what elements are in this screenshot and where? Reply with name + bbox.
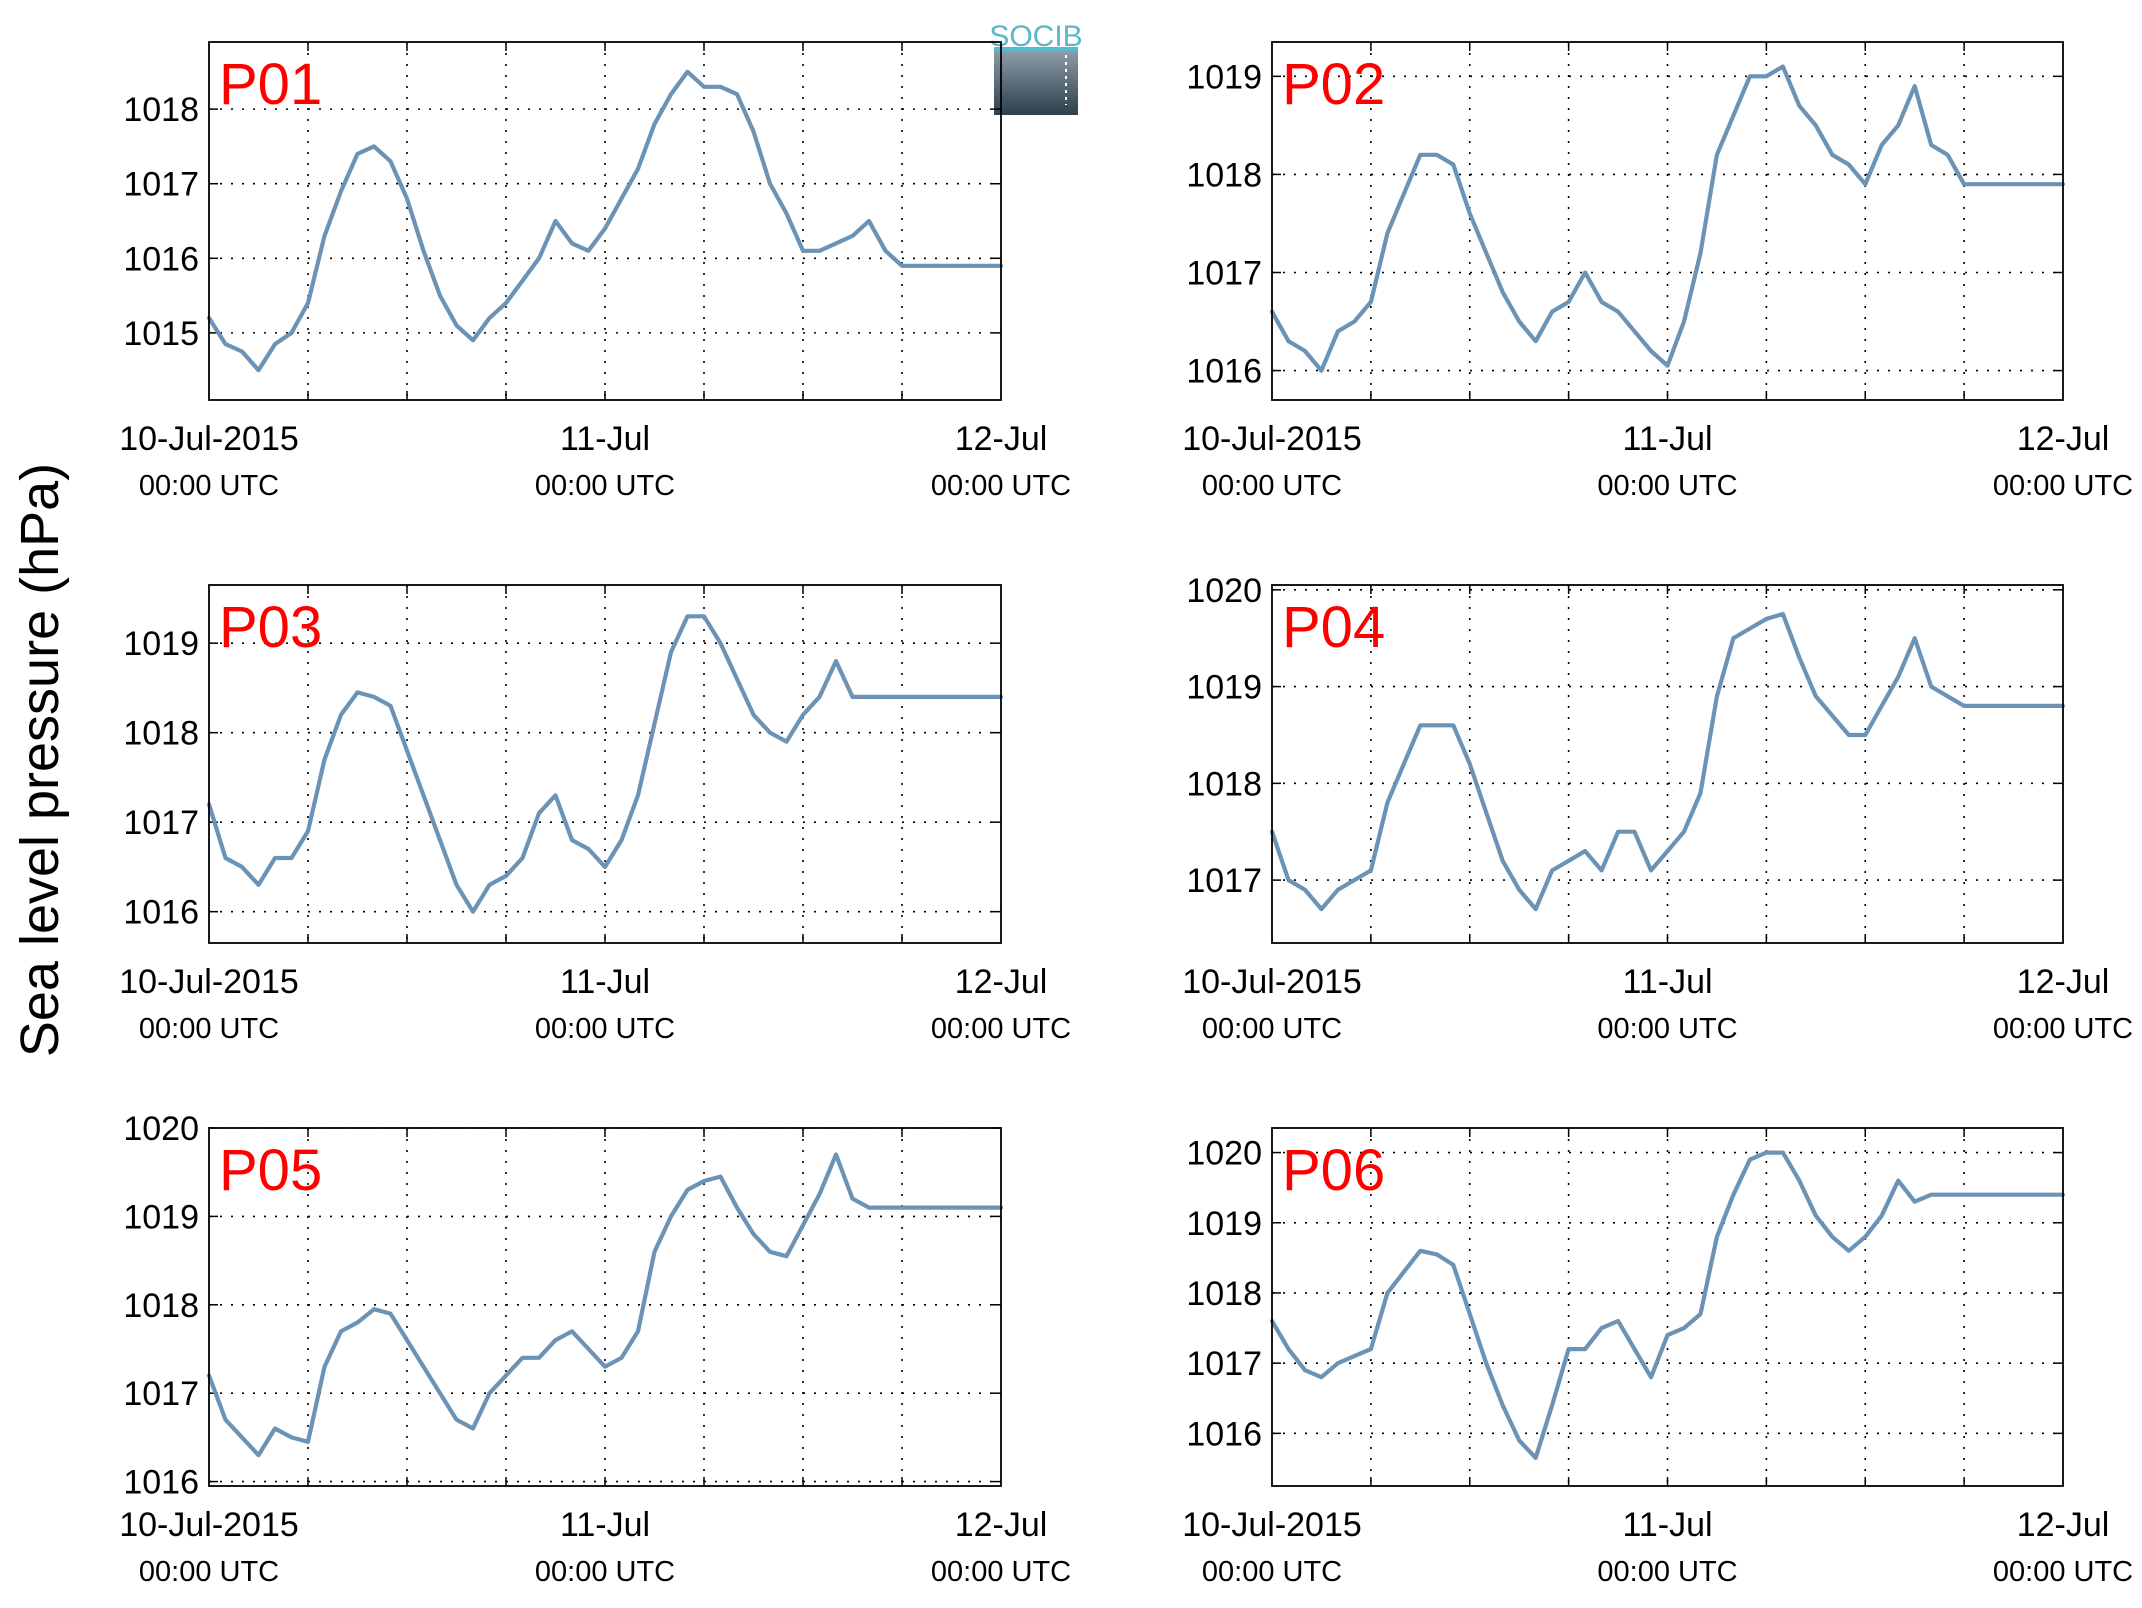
panel-label: P02 [1282,52,1385,117]
panel-label: P03 [219,595,322,660]
x-tick-label: 12-Jul [955,420,1048,458]
series-line [1269,611,2066,912]
y-tick-label: 1016 [1186,353,1262,391]
x-tick-sublabel: 00:00 UTC [931,470,1071,502]
x-tick-label: 10-Jul-2015 [119,1506,299,1544]
x-tick-label: 12-Jul [955,1506,1048,1544]
y-tick-label: 1020 [1186,572,1262,610]
panel-label: P05 [219,1138,322,1203]
y-tick-label: 1018 [123,91,199,129]
panel-label: P04 [1282,595,1385,660]
series-line [1269,64,2066,373]
y-tick-label: 1016 [123,1464,199,1502]
y-tick-label: 1015 [123,315,199,353]
y-tick-label: 1019 [123,1198,199,1236]
socib-logo: SOCIB [989,20,1083,115]
y-tick-label: 1016 [123,894,199,932]
x-tick-sublabel: 00:00 UTC [535,1556,675,1588]
plot-frame [1271,584,2064,944]
x-tick-sublabel: 00:00 UTC [1202,1556,1342,1588]
y-tick-label: 1018 [123,715,199,753]
y-tick-label: 1016 [123,240,199,278]
y-tick-label: 1018 [1186,765,1262,803]
y-tick-label: 1017 [1186,254,1262,292]
x-tick-sublabel: 00:00 UTC [1993,1556,2133,1588]
y-tick-label: 1017 [1186,862,1262,900]
x-tick-sublabel: 00:00 UTC [535,1013,675,1045]
logo-bar [994,47,1078,52]
x-tick-sublabel: 00:00 UTC [139,1556,279,1588]
panel-p06: 1016 1017 1018 1019 1020 P06 10-Jul-2015 00:00 … [1182,1127,2133,1588]
x-tick-sublabel: 00:00 UTC [1993,470,2133,502]
y-tick-label: 1017 [123,1375,199,1413]
panel-p04: 1017 1018 1019 1020 P04 10-Jul-2015 00:00 UTC 1… [1182,572,2133,1045]
x-tick-sublabel: 00:00 UTC [1202,470,1342,502]
y-tick-label: 1020 [1186,1135,1262,1173]
y-tick-label: 1018 [1186,1275,1262,1313]
y-tick-label: 1019 [1186,1205,1262,1243]
plot-frame [1271,41,2064,401]
x-tick-sublabel: 00:00 UTC [931,1556,1071,1588]
series-line [206,1152,1004,1458]
y-tick-label: 1019 [1186,58,1262,96]
x-tick-sublabel: 00:00 UTC [139,1013,279,1045]
x-tick-label: 10-Jul-2015 [1182,420,1362,458]
x-tick-sublabel: 00:00 UTC [1597,1556,1737,1588]
x-tick-label: 11-Jul [560,1506,650,1544]
x-tick-sublabel: 00:00 UTC [1597,470,1737,502]
y-tick-label: 1018 [123,1287,199,1325]
x-tick-label: 12-Jul [2017,963,2110,1001]
series-line [1269,1150,2066,1460]
x-tick-label: 10-Jul-2015 [119,420,299,458]
x-tick-sublabel: 00:00 UTC [1202,1013,1342,1045]
logo-box [994,52,1078,115]
plot-frame [208,1127,1002,1487]
plot-frame [208,41,1002,401]
y-tick-label: 1017 [1186,1345,1262,1383]
x-tick-sublabel: 00:00 UTC [1597,1013,1737,1045]
x-tick-label: 11-Jul [560,420,650,458]
x-tick-sublabel: 00:00 UTC [931,1013,1071,1045]
panel-p05: 1016 1017 1018 1019 1020 P05 10-Jul-2015 00:00 … [119,1110,1071,1588]
x-tick-sublabel: 00:00 UTC [1993,1013,2133,1045]
panel-label: P06 [1282,1138,1385,1203]
panel-label: P01 [219,52,322,117]
plot-frame [1271,1127,2064,1487]
x-tick-label: 10-Jul-2015 [119,963,299,1001]
y-axis-label: Sea level pressure (hPa) [10,463,70,1057]
x-tick-label: 10-Jul-2015 [1182,1506,1362,1544]
x-tick-label: 12-Jul [955,963,1048,1001]
x-tick-label: 12-Jul [2017,1506,2110,1544]
plot-frame [208,584,1002,944]
x-tick-sublabel: 00:00 UTC [139,470,279,502]
x-tick-label: 11-Jul [1622,420,1712,458]
y-tick-label: 1017 [123,804,199,842]
y-tick-label: 1018 [1186,156,1262,194]
panel-p01: 1015 1016 1017 1018 P01 10-Jul-2015 00:00 UTC 1… [119,41,1071,502]
series-line [206,614,1004,914]
x-tick-sublabel: 00:00 UTC [535,470,675,502]
series-line [206,69,1004,373]
x-tick-label: 12-Jul [2017,420,2110,458]
x-tick-label: 11-Jul [1622,963,1712,1001]
panel-p03: 1016 1017 1018 1019 P03 10-Jul-2015 00:00 UTC 1… [119,584,1071,1045]
x-tick-label: 10-Jul-2015 [1182,963,1362,1001]
y-tick-label: 1019 [1186,669,1262,707]
y-tick-label: 1019 [123,625,199,663]
y-tick-label: 1017 [123,166,199,204]
x-tick-label: 11-Jul [1622,1506,1712,1544]
x-tick-label: 11-Jul [560,963,650,1001]
y-tick-label: 1016 [1186,1415,1262,1453]
panel-p02: 1016 1017 1018 1019 P02 10-Jul-2015 00:00 UTC 1… [1182,41,2133,502]
y-tick-label: 1020 [123,1110,199,1148]
